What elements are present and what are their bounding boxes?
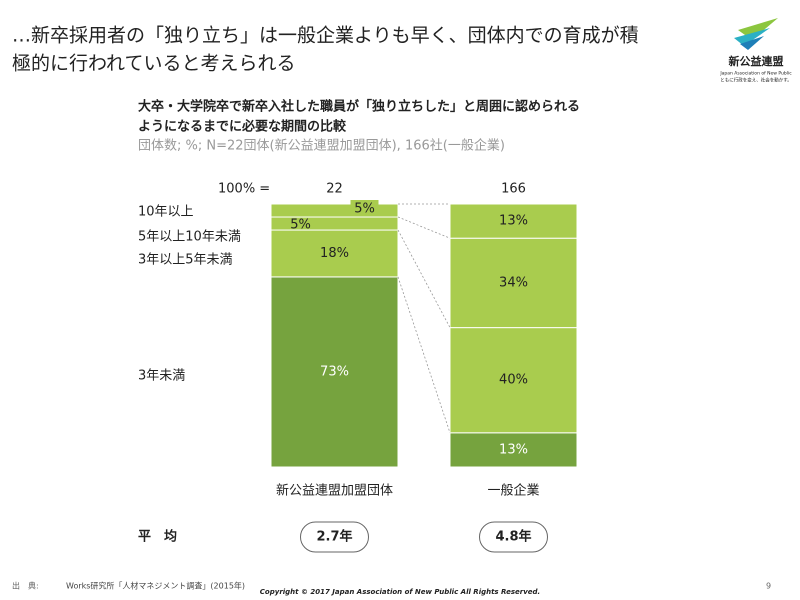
value-label: 5% [354,202,375,217]
page-number: 9 [766,582,771,591]
totals-label: 100% = [218,182,270,197]
connector [397,216,451,239]
connector [397,229,451,328]
value-label: 40% [499,373,528,388]
chart-title: ようになるまでに必要な期間の比較 [138,119,347,135]
bar-segment [270,203,399,218]
average-oval [300,521,369,553]
legend-label: 10年以上 [138,205,194,220]
average-label: 平 均 [138,529,177,545]
average-value: 2.7年 [316,529,352,545]
legend-label: 3年以上5年未満 [138,253,233,268]
copyright: Copyright © 2017 Japan Association of Ne… [260,588,540,596]
legend-label: 5年以上10年未満 [138,230,241,245]
source: Works研究所「人材マネジメント調査」(2015年) [66,581,245,591]
bar-segment [270,229,399,278]
source-label: 出 典: [12,581,39,591]
value-label: 13% [499,442,528,457]
title: …新卒採用者の「独り立ち」は一般企業よりも早く、団体内での育成が積 [12,25,639,47]
value-label: 34% [499,275,528,290]
logo-tagline: ともに行政を変え、社会を動かす。 [720,77,792,84]
bar-segment [449,432,578,468]
category-label: 一般企業 [487,483,539,499]
chart-title: 大卒・大学院卒で新卒入社した職員が「独り立ちした」と周囲に認められる [138,99,580,115]
logo-name: 新公益連盟 [729,54,784,68]
chart-subtitle: 団体数; %; N=22団体(新公益連盟加盟団体), 166社(一般企業) [138,138,505,154]
bar-segment [449,203,578,239]
value-label: 18% [320,246,349,261]
total-label: 22 [326,182,343,197]
connector [397,276,451,433]
logo-english: Japan Association of New Public [719,71,792,77]
category-label: 新公益連盟加盟団体 [276,483,393,499]
title: 極的に行われていると考えられる [12,53,295,75]
average-oval [479,521,548,553]
label-box [350,200,379,216]
logo: 新公益連盟 Japan Association of New Public とも… [719,18,792,84]
bar-segment [449,237,578,329]
legend-label: 3年未満 [138,369,185,384]
total-label: 166 [501,182,526,197]
average-value: 4.8年 [495,529,531,545]
value-label: 73% [320,364,349,379]
value-label: 5% [290,218,311,233]
value-label: 13% [499,214,528,229]
bar-segment [270,276,399,468]
